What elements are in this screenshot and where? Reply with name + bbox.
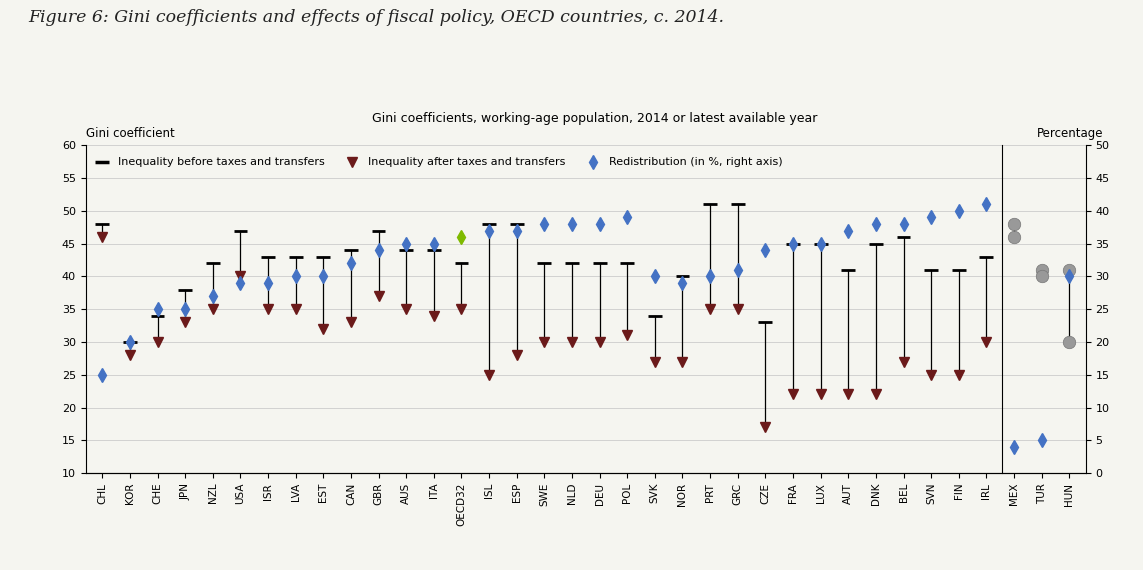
Text: Percentage: Percentage <box>1037 127 1103 140</box>
Legend: Inequality before taxes and transfers, Inequality after taxes and transfers, Red: Inequality before taxes and transfers, I… <box>91 157 782 168</box>
Text: Gini coefficients, working-age population, 2014 or latest available year: Gini coefficients, working-age populatio… <box>371 112 817 125</box>
Text: Gini coefficient: Gini coefficient <box>86 127 175 140</box>
Text: Figure 6: Gini coefficients and effects of fiscal policy, OECD countries, c. 201: Figure 6: Gini coefficients and effects … <box>29 9 725 26</box>
